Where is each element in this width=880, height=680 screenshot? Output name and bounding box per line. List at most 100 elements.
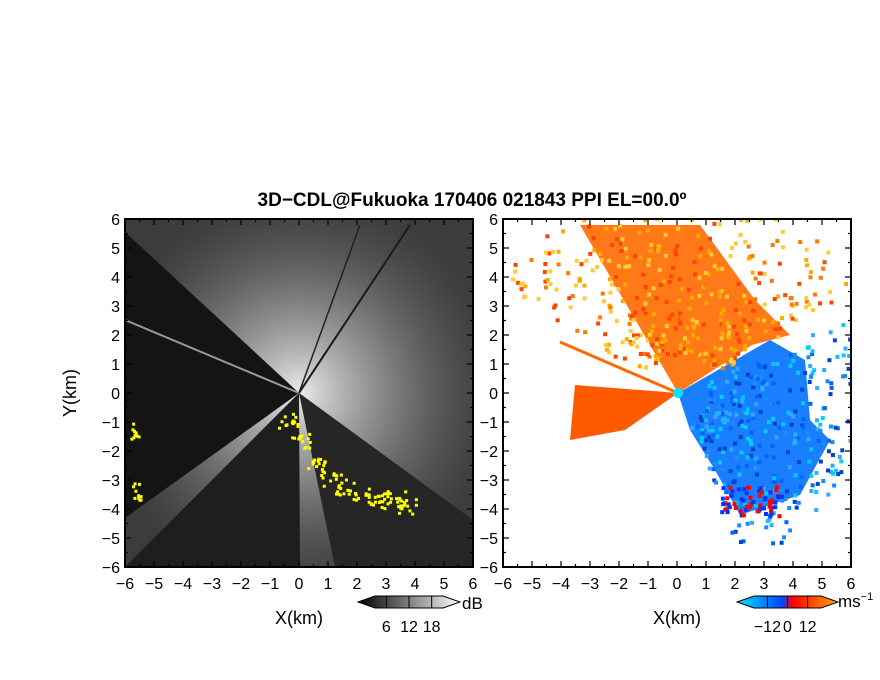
velocity-pixel: [780, 229, 785, 234]
velocity-pixel: [747, 505, 752, 510]
velocity-pixel: [624, 337, 629, 342]
velocity-pixel: [663, 232, 668, 237]
velocity-pixel: [737, 523, 742, 528]
velocity-pixel: [722, 420, 727, 425]
velocity-pixel: [748, 374, 753, 379]
x-tick-label: −3: [203, 576, 221, 593]
velocity-pixel: [735, 332, 740, 337]
velocity-pixel: [777, 514, 782, 519]
x-tick-label: 2: [353, 576, 362, 593]
velocity-pixel: [717, 447, 722, 452]
velocity-pixel: [717, 411, 722, 416]
velocity-pixel: [655, 246, 660, 251]
velocity-pixel: [831, 471, 836, 476]
right-receding-core: [678, 340, 830, 515]
yellow-echo-pixel: [353, 491, 357, 495]
velocity-pixel: [695, 351, 700, 356]
yellow-echo-pixel: [404, 490, 408, 494]
velocity-pixel: [793, 409, 798, 414]
velocity-pixel: [689, 268, 694, 273]
velocity-pixel: [848, 381, 851, 386]
velocity-pixel: [744, 328, 749, 333]
velocity-pixel: [721, 502, 726, 507]
velocity-pixel: [773, 219, 778, 222]
velocity-pixel: [742, 487, 747, 492]
velocity-pixel: [678, 321, 683, 326]
yellow-echo-pixel: [322, 464, 326, 468]
velocity-pixel: [792, 441, 797, 446]
velocity-pixel: [732, 389, 737, 394]
velocity-pixel: [700, 428, 705, 433]
x-tick-label: 5: [440, 576, 449, 593]
x-tick-label: −6: [116, 576, 134, 593]
velocity-pixel: [742, 501, 747, 506]
velocity-pixel: [717, 289, 722, 294]
yellow-echo-pixel: [395, 497, 399, 501]
velocity-pixel: [729, 493, 734, 498]
velocity-pixel: [841, 323, 846, 328]
velocity-pixel: [592, 248, 597, 253]
velocity-pixel: [757, 281, 762, 286]
velocity-pixel: [751, 447, 756, 452]
velocity-pixel: [647, 354, 652, 359]
velocity-pixel: [677, 350, 682, 355]
yellow-echo-pixel: [134, 489, 138, 493]
velocity-pixel: [756, 488, 761, 493]
velocity-pixel: [689, 349, 694, 354]
velocity-pixel: [750, 254, 755, 259]
velocity-pixel: [575, 328, 580, 333]
velocity-pixel: [640, 314, 645, 319]
velocity-pixel: [712, 358, 717, 363]
velocity-pixel: [840, 374, 845, 379]
velocity-pixel: [616, 286, 621, 291]
velocity-pixel: [822, 406, 827, 411]
velocity-pixel: [762, 365, 767, 370]
velocity-pixel: [570, 294, 575, 299]
velocity-pixel: [719, 392, 724, 397]
y-tick-label: −3: [480, 473, 498, 490]
velocity-pixel: [649, 243, 654, 248]
velocity-pixel: [726, 282, 731, 287]
velocity-pixel: [725, 482, 730, 487]
velocity-pixel: [630, 314, 635, 319]
velocity-pixel: [704, 301, 709, 306]
velocity-pixel: [673, 326, 678, 331]
velocity-pixel: [788, 528, 793, 533]
yellow-echo-pixel: [290, 421, 294, 425]
velocity-pixel: [637, 364, 642, 369]
left-axis-ticks: −6 −5 −4 −3 −2 −1 0 1 2 3 4 5 6 −6 −5 −4 −3 −2 −1 0 1 2 3 4 5 6: [102, 212, 478, 593]
y-tick-label: −6: [480, 560, 498, 577]
velocity-pixel: [654, 358, 659, 363]
yellow-echo-pixel: [398, 498, 402, 502]
velocity-pixel: [738, 219, 743, 222]
velocity-pixel: [828, 424, 833, 429]
velocity-pixel: [763, 329, 768, 334]
yellow-echo-pixel: [344, 478, 348, 482]
right-center-marker: [673, 388, 683, 398]
velocity-pixel: [792, 499, 797, 504]
yellow-echo-pixel: [381, 500, 385, 504]
velocity-pixel: [794, 505, 799, 510]
left-yellow-echoes: [130, 412, 418, 516]
velocity-pixel: [702, 359, 707, 364]
velocity-pixel: [812, 292, 817, 297]
yellow-echo-pixel: [296, 423, 300, 427]
yellow-echo-pixel: [398, 511, 402, 515]
velocity-pixel: [741, 442, 746, 447]
yellow-echo-pixel: [379, 500, 383, 504]
velocity-pixel: [814, 418, 819, 423]
velocity-pixel: [646, 228, 651, 233]
velocity-pixel: [700, 431, 705, 436]
velocity-pixel: [728, 254, 733, 259]
velocity-pixel: [826, 492, 831, 497]
velocity-pixel: [660, 348, 665, 353]
velocity-pixel: [706, 255, 711, 260]
velocity-pixel: [652, 333, 657, 338]
yellow-echo-pixel: [386, 490, 390, 494]
velocity-pixel: [775, 211, 779, 215]
velocity-pixel: [667, 316, 672, 321]
x-tick-label: 5: [818, 576, 827, 593]
velocity-pixel: [719, 381, 724, 386]
velocity-pixel: [566, 271, 571, 276]
velocity-pixel: [728, 426, 733, 431]
